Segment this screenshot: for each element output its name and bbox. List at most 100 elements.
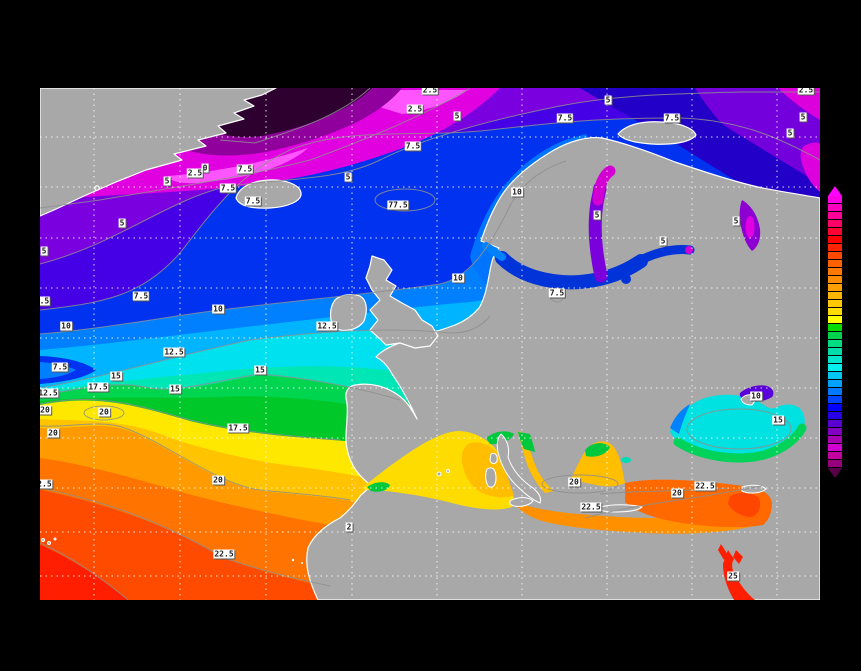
- colorbar-swatch: [828, 212, 842, 219]
- balearic-island: [436, 471, 442, 477]
- colorbar-swatch: [828, 356, 842, 363]
- contour-label: 7.5: [556, 113, 574, 123]
- east-mediterranean: [625, 479, 772, 528]
- north-adriatic-green: [518, 432, 535, 452]
- contour-label: 20: [671, 488, 683, 498]
- uk-land: [365, 255, 439, 349]
- contour-label: 2.5: [797, 88, 815, 95]
- colorbar-swatch: [828, 372, 842, 379]
- contour-label: 77.5: [387, 200, 409, 210]
- contour-label: 7.5: [132, 291, 150, 301]
- colorbar-swatch: [828, 340, 842, 347]
- map-canvas: 2.5 2.5 5 7.5 5 7.5 7.5 2.5 5 5 0 2.5 5 7.5 7.5 7.5 5 5 5 7…: [40, 88, 820, 600]
- colorbar-swatch: [828, 268, 842, 275]
- lat-lon-graticule: [40, 88, 820, 600]
- sardinia-land: [485, 467, 497, 488]
- contour-label: 7.5: [244, 196, 262, 206]
- colorbar-swatch: [828, 316, 842, 323]
- contour-label: 10: [452, 273, 464, 283]
- colorbar-swatch: [828, 380, 842, 387]
- contour-label: 5: [344, 172, 352, 182]
- contour-label: 22.5: [580, 502, 602, 512]
- colorbar-swatch: [828, 252, 842, 259]
- contour-label: 7.5: [663, 113, 681, 123]
- colorbar-swatch: [828, 348, 842, 355]
- colorbar-arrow-up-icon: [828, 186, 842, 196]
- contour-label: 7.5: [236, 164, 254, 174]
- colorbar-swatch: [828, 204, 842, 211]
- contour-label: 10: [511, 187, 523, 197]
- contour-label: 15: [772, 415, 784, 425]
- temperature-colorbar: [827, 186, 843, 478]
- sea-of-marmara: [621, 457, 631, 463]
- contour-label: 20: [212, 475, 224, 485]
- contour-label: 7.5: [404, 141, 422, 151]
- contour-label: 7.5: [548, 288, 566, 298]
- contour-label: 15: [254, 365, 266, 375]
- gulf-of-riga: [621, 274, 631, 284]
- colorbar-swatch: [828, 412, 842, 419]
- mediterranean-islands: [41, 433, 767, 564]
- contour-label: 10: [60, 321, 72, 331]
- canary-island: [41, 538, 45, 542]
- contour-label: 5: [659, 236, 667, 246]
- contour-label: 10: [750, 391, 762, 401]
- contour-label: 0: [201, 163, 209, 173]
- colorbar-swatch: [828, 420, 842, 427]
- contour-label: 20: [568, 477, 580, 487]
- contour-label: 10: [212, 304, 224, 314]
- bothnia-magenta-patch: [592, 165, 616, 206]
- colorbar-swatch: [828, 332, 842, 339]
- contour-label: 17.5: [87, 382, 109, 392]
- colorbar-swatch: [828, 308, 842, 315]
- greenland-land: [40, 88, 277, 217]
- colorbar-swatch: [828, 292, 842, 299]
- contour-label: 12.5: [40, 388, 59, 398]
- gulf-of-aqaba: [733, 550, 743, 564]
- colorbar-swatch: [828, 364, 842, 371]
- levantine-warm-core: [728, 492, 761, 517]
- colorbar-swatch: [828, 404, 842, 411]
- white-sea-magenta-core: [745, 216, 755, 238]
- colorbar-arrow-down-icon: [828, 468, 842, 478]
- faroe-islands: [94, 185, 100, 191]
- contour-label: 7.5: [40, 296, 51, 306]
- colorbar-swatch: [828, 228, 842, 235]
- contour-label: 5: [732, 216, 740, 226]
- canary-island: [47, 541, 51, 545]
- colorbar-swatch: [828, 388, 842, 395]
- colorbar-swatch: [828, 300, 842, 307]
- contour-label: 5: [799, 112, 807, 122]
- contour-label: 5: [786, 128, 794, 138]
- contour-label: 5: [40, 246, 48, 256]
- colorbar-swatch: [828, 284, 842, 291]
- colorbar-swatch: [828, 244, 842, 251]
- isotherm-contour-lines: [40, 88, 820, 600]
- skagerrak: [482, 242, 506, 261]
- colorbar-swatch: [828, 276, 842, 283]
- baltic-sea: [495, 251, 648, 290]
- colorbar-swatch: [828, 236, 842, 243]
- cyprus-land: [741, 484, 767, 494]
- contour-label: 2.5: [406, 104, 424, 114]
- colorbar-swatch: [828, 444, 842, 451]
- colorbar-swatch: [828, 428, 842, 435]
- contour-label: 20: [98, 407, 110, 417]
- contour-label: 5: [118, 218, 126, 228]
- north-aegean-green: [585, 443, 610, 457]
- contour-label: 5: [163, 176, 171, 186]
- contour-label: 22.5: [213, 549, 235, 559]
- arctic-island: [617, 121, 697, 145]
- colorbar-swatch: [828, 460, 842, 467]
- contour-label: 15: [110, 371, 122, 381]
- contour-label: 25: [727, 571, 739, 581]
- contour-label: 20: [47, 428, 59, 438]
- map-art: [40, 88, 820, 600]
- contour-label: 17.5: [227, 423, 249, 433]
- italy-land: [496, 433, 542, 504]
- contour-label: 12.5: [316, 321, 338, 331]
- contour-label: 15: [169, 384, 181, 394]
- ionian-libyan-sea: [514, 502, 756, 534]
- alboran-green-patch: [367, 482, 390, 492]
